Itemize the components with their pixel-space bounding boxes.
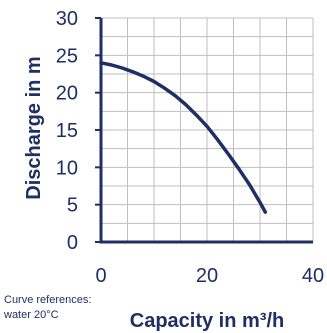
curve-layer xyxy=(99,61,268,214)
footnote-line-2: water 20°C xyxy=(4,309,59,321)
x-tick-label: 40 xyxy=(302,265,324,287)
y-tick-label: 0 xyxy=(67,232,78,254)
series-curve xyxy=(99,61,268,214)
y-tick-label: 30 xyxy=(56,8,78,30)
y-tick-label: 15 xyxy=(56,120,78,142)
y-tick-label: 20 xyxy=(56,83,78,105)
x-axis-title: Capacity in m³/h xyxy=(130,310,284,332)
axes xyxy=(95,17,313,244)
x-tick-label: 0 xyxy=(95,265,106,287)
x-tick-labels: 0 20 40 xyxy=(95,265,324,287)
grid xyxy=(100,17,314,243)
y-tick-label: 10 xyxy=(56,157,78,179)
y-tick-labels: 0 5 10 15 20 25 30 xyxy=(56,8,78,254)
footnote-line-1: Curve references: xyxy=(4,294,92,306)
x-tick-label: 20 xyxy=(196,265,218,287)
y-tick-label: 25 xyxy=(56,45,78,67)
y-tick-label: 5 xyxy=(67,195,78,217)
y-axis-title: Discharge in m xyxy=(23,56,45,199)
